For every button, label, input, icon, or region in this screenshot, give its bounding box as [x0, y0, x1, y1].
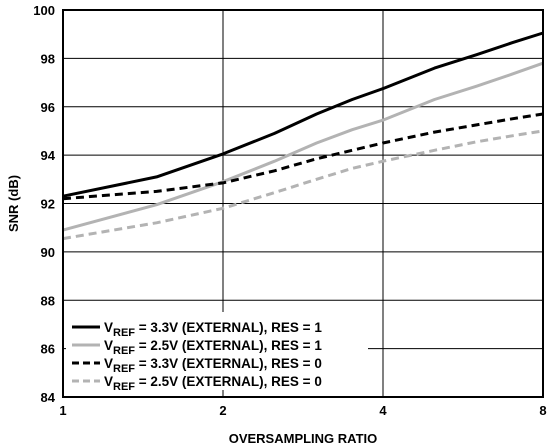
- legend-entry-2: VREF = 2.5V (EXTERNAL), RES = 1: [104, 338, 322, 357]
- y-tick-label: 96: [41, 100, 55, 115]
- series-line-1: [62, 31, 544, 198]
- y-tick-label: 86: [41, 342, 55, 357]
- y-tick-label: 98: [41, 51, 55, 66]
- x-tick-label: 1: [59, 403, 66, 418]
- y-tick-label: 100: [33, 3, 55, 18]
- x-tick-label: 8: [539, 403, 546, 418]
- series-line-3: [62, 112, 544, 201]
- x-axis-label: OVERSAMPLING RATIO: [229, 431, 378, 446]
- legend-entry-3: VREF = 3.3V (EXTERNAL), RES = 0: [104, 356, 322, 375]
- y-tick-label: 84: [41, 390, 56, 405]
- y-tick-label: 94: [41, 148, 56, 163]
- y-tick-label: 92: [41, 197, 55, 212]
- legend-entry-4: VREF = 2.5V (EXTERNAL), RES = 0: [104, 374, 322, 393]
- series-line-4: [62, 129, 544, 241]
- x-tick-label: 2: [219, 403, 226, 418]
- legend-background: [66, 312, 368, 390]
- y-axis-label: SNR (dB): [6, 175, 21, 232]
- x-tick-label: 4: [379, 403, 387, 418]
- y-tick-label: 88: [41, 293, 55, 308]
- series-lines: [62, 31, 544, 241]
- series-line-2: [62, 61, 544, 232]
- plot-frame: [62, 9, 544, 398]
- legend-entry-1: VREF = 3.3V (EXTERNAL), RES = 1: [104, 320, 322, 339]
- y-tick-label: 90: [41, 245, 55, 260]
- tick-labels: 84 86 88 90 92 94 96 98 100 1 2 4 8: [33, 3, 546, 418]
